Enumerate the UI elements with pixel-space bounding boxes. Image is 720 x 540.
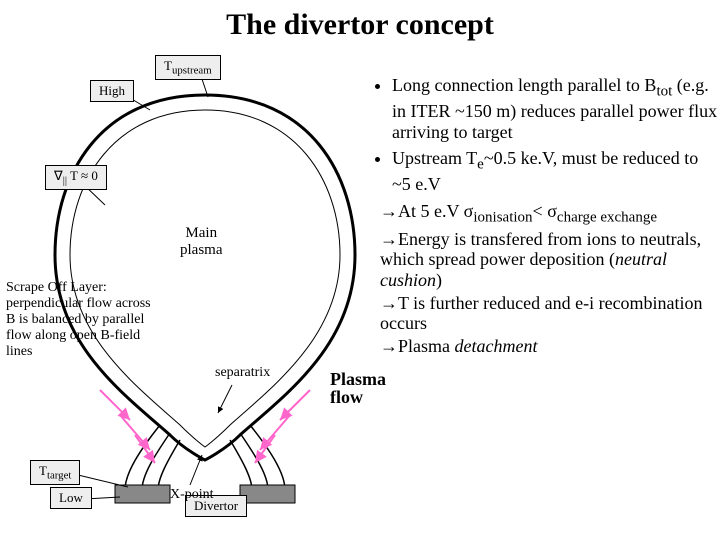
slide: The divertor concept Tupstream High Main… <box>0 0 720 540</box>
t-upstream-label: Tupstream <box>155 55 221 80</box>
grad-label: ∇|| T ≈ 0 <box>45 165 107 190</box>
t-target-label: Ttarget <box>30 460 80 485</box>
arrow-bullet: →At 5 e.V σionisation< σcharge exchange <box>380 201 720 227</box>
separatrix-label: separatrix <box>215 365 270 381</box>
low-box: Low <box>50 487 92 509</box>
low-label: Low <box>50 487 92 509</box>
main-plasma-line2: plasma <box>180 242 223 259</box>
plasma-flow-line2: flow <box>330 388 386 406</box>
arrow-bullet: →T is further reduced and e-i recombinat… <box>380 293 720 334</box>
high-label: High <box>90 80 134 102</box>
grad-box: ∇|| T ≈ 0 <box>45 165 107 190</box>
t-target-box: Ttarget <box>30 460 80 485</box>
high-box: High <box>90 80 134 102</box>
arrow-list: →At 5 e.V σionisation< σcharge exchange→… <box>370 201 720 357</box>
sol-note: Scrape Off Layer: perpendicular flow acr… <box>6 280 151 360</box>
main-plasma-label: Main plasma <box>180 225 223 259</box>
bullet-item: Long connection length parallel to Btot … <box>392 75 720 142</box>
bullet-list: Long connection length parallel to Btot … <box>370 75 720 195</box>
bullet-block: Long connection length parallel to Btot … <box>370 75 720 359</box>
t-upstream-box: Tupstream <box>155 55 221 80</box>
xpoint-label: X-point <box>170 487 214 503</box>
main-plasma-line1: Main <box>180 225 223 242</box>
slide-title: The divertor concept <box>0 8 720 42</box>
plasma-flow-line1: Plasma <box>330 370 386 388</box>
arrow-bullet: →Plasma detachment <box>380 336 720 357</box>
arrow-bullet: →Energy is transfered from ions to neutr… <box>380 229 720 291</box>
plasma-flow-label: Plasma flow <box>330 370 386 406</box>
bullet-item: Upstream Te~0.5 ke.V, must be reduced to… <box>392 148 720 195</box>
